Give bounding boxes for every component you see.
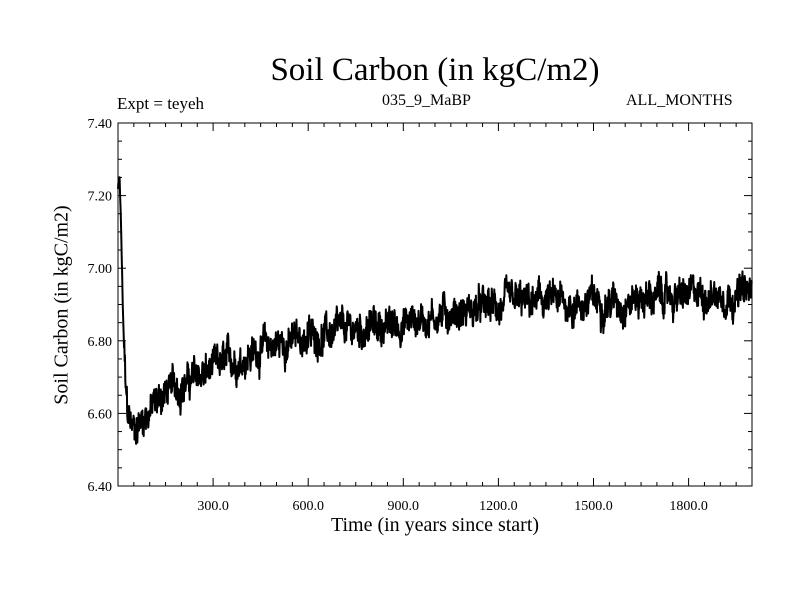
y-tick-label: 7.00 — [88, 262, 113, 277]
y-tick-label: 6.80 — [88, 335, 113, 350]
y-tick-label: 6.40 — [88, 480, 113, 495]
x-tick-label: 1200.0 — [479, 499, 518, 514]
x-tick-label: 600.0 — [292, 499, 324, 514]
x-tick-label: 1800.0 — [669, 499, 708, 514]
x-tick-label: 900.0 — [388, 499, 420, 514]
chart-title: Soil Carbon (in kgC/m2) — [270, 52, 600, 88]
plot-frame — [117, 122, 753, 487]
series-line — [117, 176, 753, 445]
months-label: ALL_MONTHS — [626, 92, 733, 109]
y-tick-label: 7.40 — [88, 117, 113, 132]
x-tick-label: 300.0 — [197, 499, 229, 514]
run-id-label: 035_9_MaBP — [382, 92, 471, 109]
x-tick-label: 1500.0 — [574, 499, 613, 514]
tick-layer: 300.0 600.0 900.0 1200.0 1500.0 1800.0 6.40 6.6… — [88, 117, 753, 514]
data-layer — [117, 176, 753, 445]
y-tick-label: 7.20 — [88, 190, 113, 205]
experiment-label: Expt = teyeh — [117, 94, 205, 113]
x-axis-label: Time (in years since start) — [330, 514, 540, 536]
y-tick-label: 6.60 — [88, 407, 113, 422]
